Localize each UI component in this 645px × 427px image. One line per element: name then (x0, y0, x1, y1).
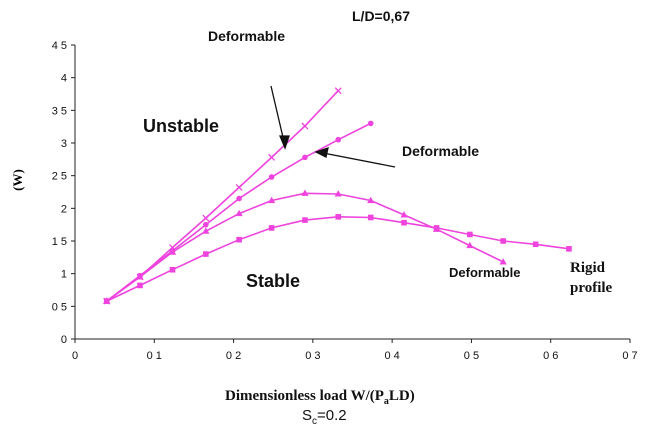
data-point-s3 (301, 189, 309, 196)
arrow-mid (314, 147, 396, 168)
x-tick-label: 0 4 (384, 350, 399, 362)
axes (74, 45, 630, 340)
data-point-s3 (400, 211, 408, 218)
data-point-s4 (236, 236, 242, 243)
y-tick-label: 4 (61, 73, 67, 85)
x-tick-label: 0 1 (147, 350, 162, 362)
series-group (103, 87, 572, 305)
data-point-s1 (334, 87, 342, 95)
series-line-3 (106, 192, 504, 302)
x-tick-label: 0 5 (464, 350, 479, 362)
data-point-s4 (268, 225, 275, 231)
data-point-s2 (335, 136, 342, 143)
x-axis-label: Dimensionless load W/(PaLD) (225, 388, 415, 407)
data-point-s1 (202, 214, 210, 222)
data-point-s3 (168, 248, 177, 255)
y-tick-label: 4 5 (52, 40, 67, 52)
data-point-s4 (103, 298, 110, 304)
data-point-s1 (235, 183, 243, 191)
y-axis-label: (W) (10, 169, 25, 191)
data-point-s3 (136, 273, 144, 280)
y-tick-label: 0 5 (52, 301, 67, 313)
data-point-s2 (203, 221, 209, 228)
y-tick-label: 2 (61, 203, 67, 215)
data-point-s3 (466, 241, 474, 249)
data-point-s4 (137, 282, 143, 289)
rigid-label-line2: profile (570, 280, 613, 296)
data-point-s4 (401, 219, 407, 226)
series-line-4 (106, 215, 570, 302)
data-point-s4 (566, 246, 572, 252)
rigid-label-line1: Rigid (570, 260, 606, 276)
arrow-top (270, 85, 290, 150)
stable-label: Stable (246, 271, 300, 291)
data-point-s4 (500, 238, 506, 244)
x-tick-label: 0 2 (226, 350, 241, 362)
data-point-s3 (499, 258, 507, 265)
data-point-s3 (268, 196, 276, 204)
x-tick-label: 0 6 (543, 350, 558, 362)
data-point-s3 (334, 190, 342, 197)
data-point-s3 (202, 227, 210, 234)
data-point-s1 (268, 153, 276, 161)
y-tick-label: 3 5 (52, 105, 67, 117)
data-point-s4 (367, 214, 374, 221)
data-point-s3 (235, 209, 243, 217)
data-point-s4 (302, 217, 308, 223)
data-point-s2 (302, 154, 308, 161)
data-point-s4 (169, 266, 176, 273)
x-tick-label: 0 (72, 350, 78, 362)
deformable-label-top: Deformable (208, 28, 285, 44)
data-point-s4 (433, 225, 440, 231)
y-tick-label: 0 (61, 334, 67, 346)
data-point-s4 (532, 241, 539, 248)
ticks: 0 0 1 0 2 0 3 0 4 0 5 0 6 0 7 0 0 5 1 1 5 2 2 5 3 3 5 4 4… (52, 40, 638, 362)
data-point-s4 (335, 214, 342, 220)
y-tick-label: 3 (61, 138, 67, 150)
y-tick-label: 2 5 (52, 171, 67, 183)
sc-label: Sc=0.2 (302, 407, 347, 427)
y-tick-label: 1 5 (52, 236, 67, 248)
x-tick-label: 0 3 (305, 350, 320, 362)
data-point-s1 (301, 122, 309, 130)
data-point-s4 (467, 231, 473, 238)
chart-title: L/D=0,67 (352, 8, 410, 24)
unstable-label: Unstable (143, 116, 219, 136)
data-point-s3 (367, 196, 375, 204)
x-tick-label: 0 7 (622, 350, 637, 362)
data-point-s2 (236, 195, 242, 202)
data-point-s2 (268, 174, 275, 180)
data-point-s4 (203, 251, 209, 257)
data-point-s2 (367, 120, 374, 127)
deformable-label-low: Deformable (449, 265, 521, 280)
y-tick-label: 1 (61, 269, 67, 281)
deformable-label-mid: Deformable (402, 143, 479, 159)
